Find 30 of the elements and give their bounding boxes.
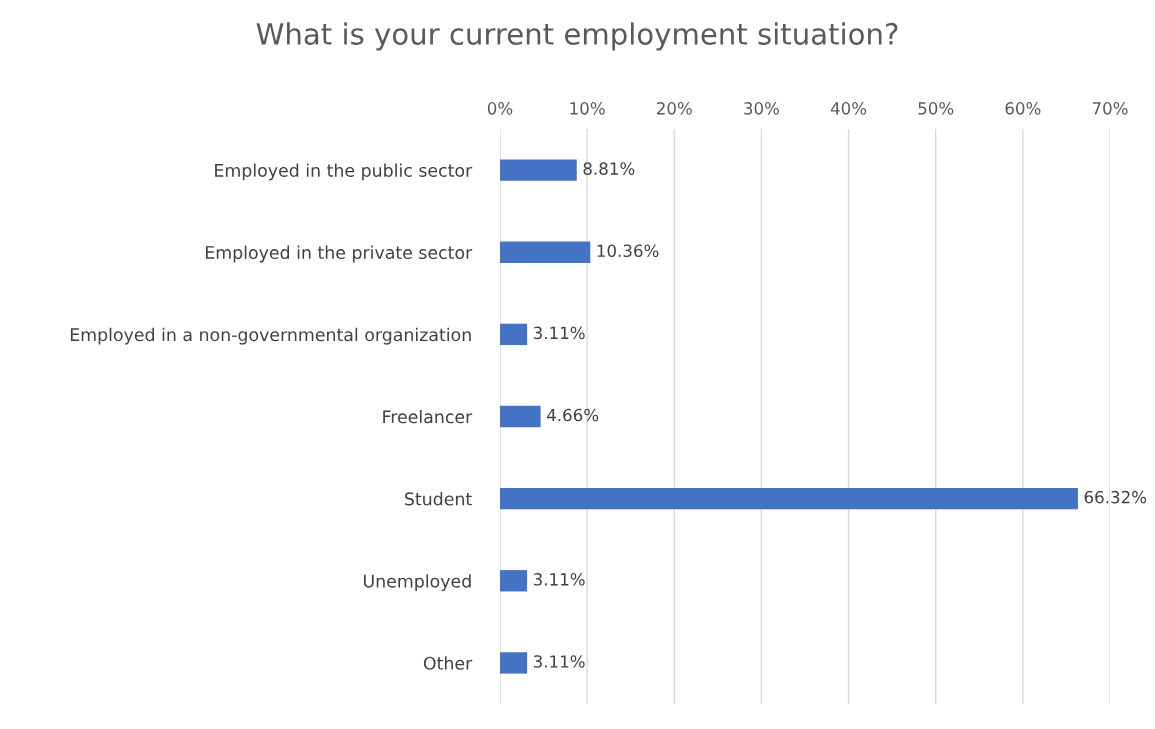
bar [500,652,528,674]
bar [500,570,528,592]
bar [500,405,541,428]
data-label: 4.66% [546,408,599,422]
x-tick-label: 20% [656,102,692,115]
data-label: 3.11% [533,655,585,668]
x-tick-label: 10% [570,102,605,115]
y-tick-label: Other [423,656,473,670]
data-label: 8.81% [583,162,635,175]
data-label: 3.11% [533,326,585,340]
y-tick-label: Employed in a non-governmental organization [70,327,471,345]
x-tick-label: 0% [487,102,513,115]
x-tick-label: 60% [1005,102,1041,115]
y-tick-label: Unemployed [363,574,471,591]
data-label: 3.11% [533,573,585,586]
y-tick-label: Employed in the public sector [215,163,473,181]
bar [500,241,591,263]
y-tick-label: Freelancer [383,409,473,424]
x-tick-label: 30% [744,102,780,115]
bar [500,159,577,181]
x-tick-label: 40% [830,102,867,115]
x-tick-label: 50% [918,102,954,115]
data-label: 66.32% [1084,490,1147,504]
chart-title: What is your current employment situation? [256,22,898,51]
bar [500,487,1078,510]
x-tick-label: 70% [1092,102,1128,115]
data-label: 10.36% [597,244,659,258]
y-tick-label: Student [405,492,472,506]
y-tick-label: Employed in the private sector [205,245,473,263]
bar [500,323,528,346]
